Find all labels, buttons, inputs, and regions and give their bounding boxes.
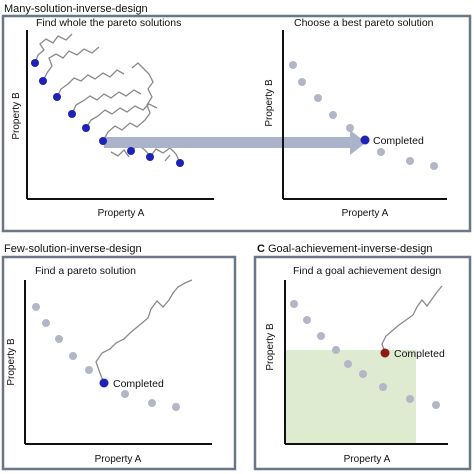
pareto-point (148, 399, 156, 407)
search-paths (34, 33, 181, 164)
search-point (99, 137, 107, 145)
pareto-point (406, 157, 414, 165)
search-point (68, 110, 76, 118)
completed-label: Completed (373, 135, 424, 147)
pareto-point (290, 300, 298, 308)
search-point (39, 77, 47, 85)
pareto-point (359, 370, 367, 378)
panel-goal: Find a goal achievement design Property … (265, 265, 448, 465)
section-title-many: Many-solution-inverse-design (4, 3, 148, 15)
pareto-point (289, 61, 297, 69)
completed-label: Completed (394, 348, 445, 360)
pareto-point (85, 366, 93, 374)
panel-find-one: Find a pareto solution Property B Proper… (6, 265, 212, 465)
panel-title-find-one: Find a pareto solution (35, 265, 136, 277)
search-point (31, 59, 39, 67)
search-point (176, 159, 184, 167)
y-axis-label: Property B (11, 92, 22, 140)
pareto-point (377, 148, 385, 156)
pareto-point (121, 390, 129, 398)
search-path (381, 285, 443, 354)
frame-few (1, 255, 237, 471)
pareto-point (346, 124, 354, 132)
pareto-points (290, 300, 440, 409)
x-axis-label: Property A (344, 454, 391, 465)
section-badge-goal: C (257, 243, 265, 255)
completed-point (360, 135, 370, 145)
completed-point (380, 348, 390, 358)
section-title-goal: Goal-achievement-inverse-design (268, 243, 432, 255)
pareto-point (329, 111, 337, 119)
frame-many (1, 14, 472, 233)
x-axis-label: Property A (95, 454, 142, 465)
search-point (53, 93, 61, 101)
frame-goal (253, 255, 472, 471)
pareto-point (432, 401, 440, 409)
pareto-point (430, 162, 438, 170)
completed-label: Completed (113, 378, 164, 390)
pareto-point (172, 403, 180, 411)
pareto-point (406, 395, 414, 403)
completed-point (99, 378, 109, 388)
pareto-point (332, 346, 340, 354)
panel-title-goal: Find a goal achievement design (293, 265, 441, 277)
panel-choose-best: Choose a best pareto solution Property B… (264, 17, 447, 219)
search-point (127, 147, 135, 155)
pareto-point (344, 360, 352, 368)
pareto-point (298, 78, 306, 86)
right-arrow-icon (104, 130, 366, 155)
y-axis-label: Property B (6, 338, 17, 386)
pareto-points (289, 61, 438, 170)
pareto-points (32, 303, 180, 411)
x-axis-label: Property A (342, 208, 389, 219)
panel-title-choose-best: Choose a best pareto solution (294, 17, 434, 29)
search-path (95, 279, 193, 384)
search-point (82, 124, 90, 132)
y-axis-label: Property B (264, 79, 275, 127)
pareto-point (55, 335, 63, 343)
pareto-point (42, 319, 50, 327)
y-axis-label: Property B (265, 323, 276, 371)
pareto-point (303, 316, 311, 324)
search-point (146, 153, 154, 161)
pareto-point (379, 383, 387, 391)
pareto-point (317, 332, 325, 340)
pareto-point (314, 94, 322, 102)
panel-find-all: Find whole the pareto solutions Property… (11, 17, 366, 219)
pareto-search-points (31, 59, 184, 167)
x-axis-label: Property A (98, 208, 145, 219)
section-title-few: Few-solution-inverse-design (4, 243, 142, 255)
panel-title-find-all: Find whole the pareto solutions (36, 17, 181, 29)
pareto-point (32, 303, 40, 311)
pareto-point (69, 352, 77, 360)
